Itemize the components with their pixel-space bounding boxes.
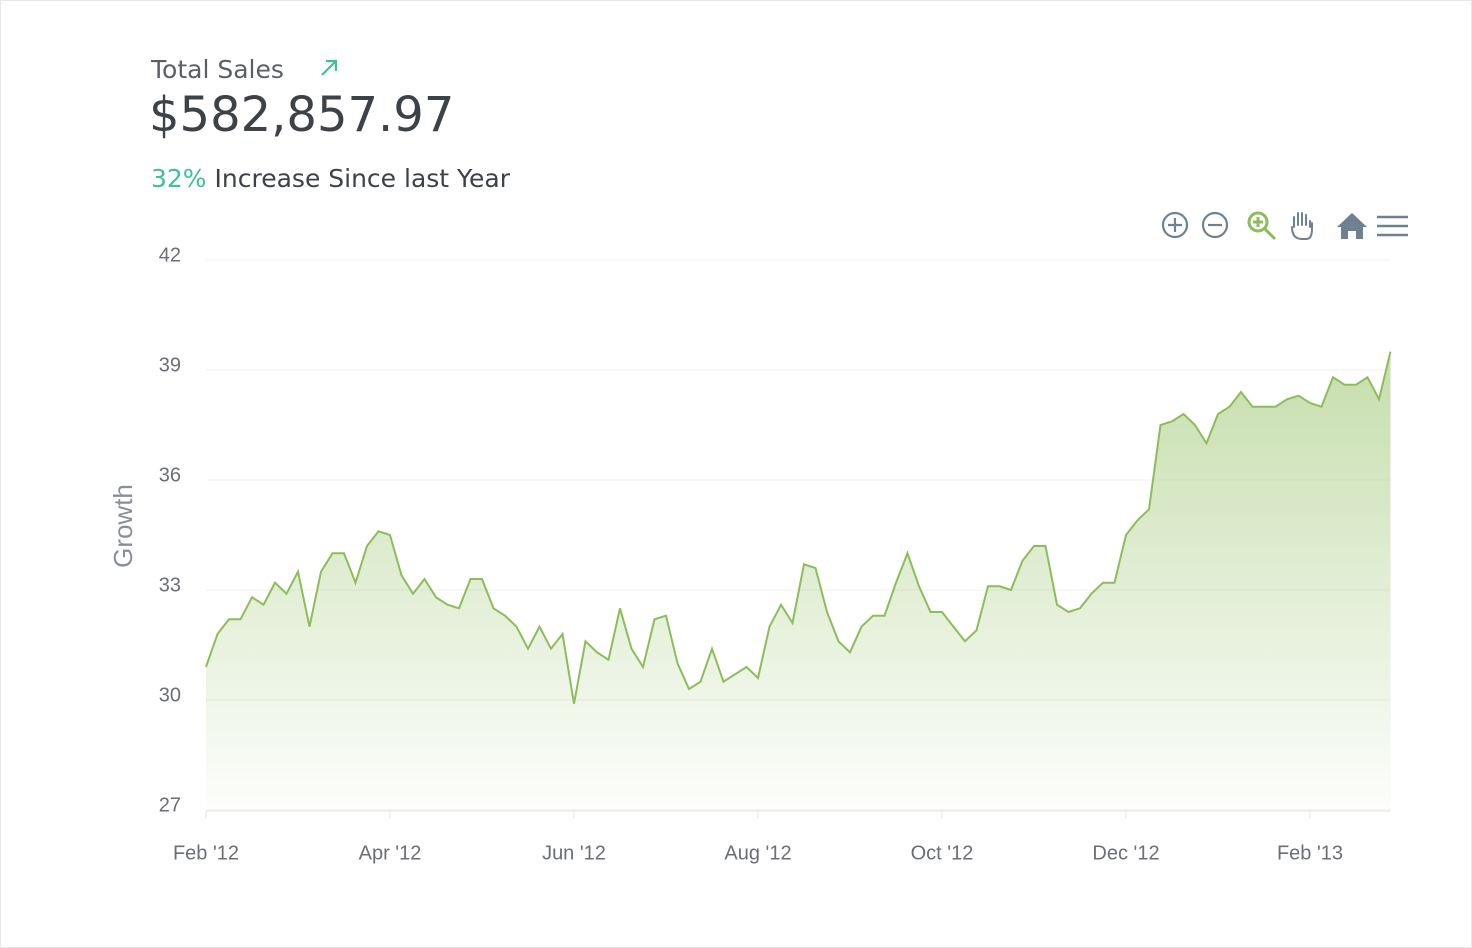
- y-tick-label: 30: [159, 684, 181, 706]
- zoom-out-button[interactable]: [1201, 211, 1229, 239]
- x-tick-label: Feb '13: [1277, 842, 1343, 864]
- y-tick-label: 39: [159, 354, 181, 376]
- area: [206, 351, 1391, 810]
- menu-button[interactable]: [1377, 215, 1408, 237]
- y-tick-label: 36: [159, 464, 181, 486]
- x-tick-label: Feb '12: [173, 842, 239, 864]
- amount: $582,857.97: [149, 87, 455, 143]
- y-tick-label: 42: [159, 244, 181, 266]
- caption: Increase Since last Year: [214, 164, 510, 193]
- y-axis-title: Growth: [108, 484, 138, 568]
- x-tick-label: Jun '12: [542, 842, 606, 864]
- y-tick-label: 27: [159, 794, 181, 816]
- reset-button[interactable]: [1337, 213, 1367, 239]
- y-tick-label: 33: [159, 574, 181, 596]
- subtitle: 32% Increase Since last Year: [151, 164, 510, 193]
- title: Total Sales: [151, 55, 284, 84]
- pan-button[interactable]: [1291, 212, 1313, 240]
- x-tick-label: Dec '12: [1092, 842, 1159, 864]
- zoom-in-button[interactable]: [1161, 211, 1189, 239]
- x-tick-label: Oct '12: [911, 842, 974, 864]
- x-tick-label: Apr '12: [359, 842, 422, 864]
- trend-arrow: [321, 59, 338, 76]
- x-tick-label: Aug '12: [724, 842, 791, 864]
- line: [205, 351, 1392, 704]
- zoom-select-button[interactable]: [1247, 211, 1277, 241]
- percent: 32%: [151, 164, 207, 193]
